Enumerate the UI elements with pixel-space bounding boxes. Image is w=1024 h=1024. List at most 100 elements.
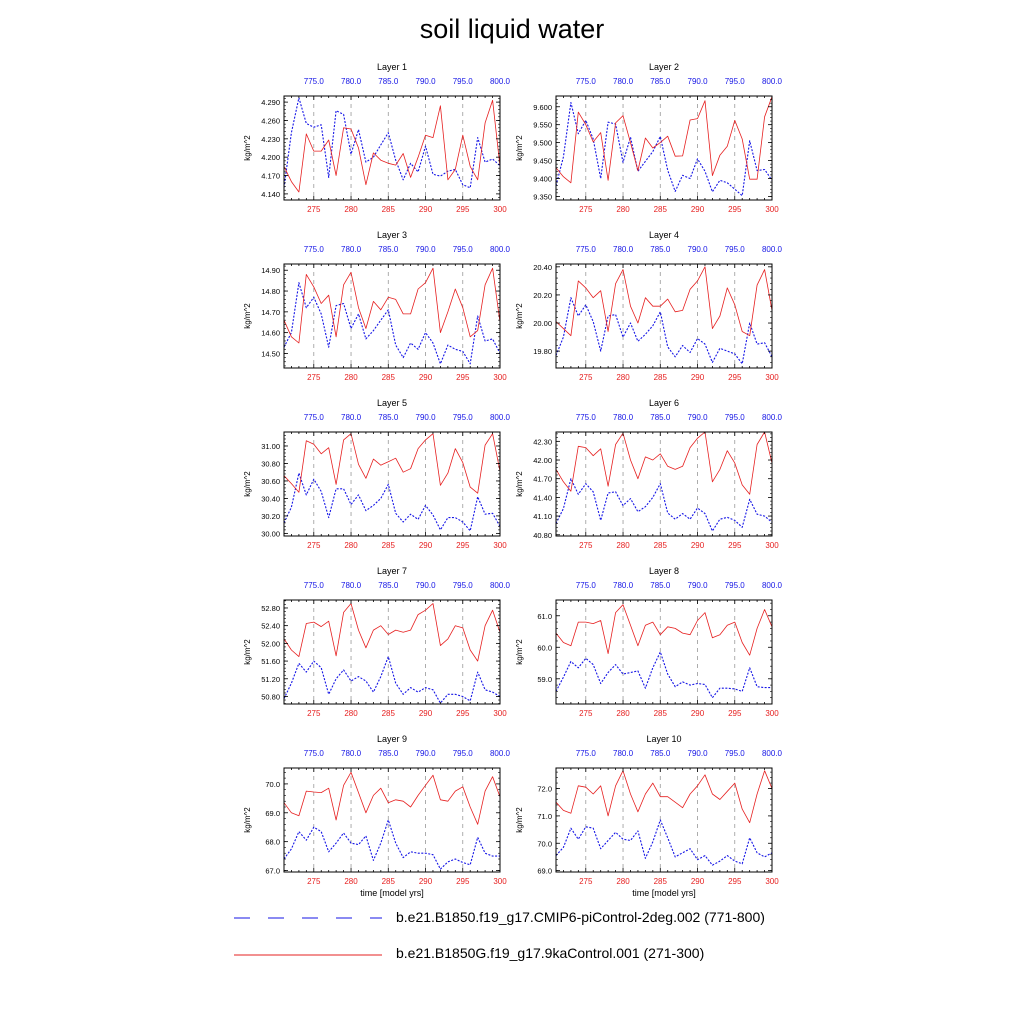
x-tick-label: 290 <box>691 541 705 550</box>
top-tick-label: 785.0 <box>650 245 671 254</box>
panel-title: Layer 4 <box>649 230 679 240</box>
top-tick-label: 795.0 <box>725 749 746 758</box>
top-tick-label: 785.0 <box>378 581 399 590</box>
plot-frame <box>555 263 773 369</box>
x-tick-label: 300 <box>765 877 779 886</box>
y-axis-label: kg/m^2 <box>515 303 524 329</box>
top-tick-label: 775.0 <box>576 413 597 422</box>
panel-title: Layer 3 <box>377 230 407 240</box>
y-tick-label: 72.0 <box>537 785 552 794</box>
top-tick-label: 785.0 <box>650 749 671 758</box>
series-line-9kaControl <box>283 99 501 193</box>
x-tick-label: 300 <box>493 205 507 214</box>
y-tick-label: 14.90 <box>261 266 280 275</box>
x-tick-label: 300 <box>765 373 779 382</box>
y-axis-label: kg/m^2 <box>515 639 524 665</box>
top-tick-label: 785.0 <box>378 413 399 422</box>
series-line-9kaControl <box>283 603 501 662</box>
top-tick-label: 790.0 <box>416 413 437 422</box>
top-tick-label: 775.0 <box>304 413 325 422</box>
y-tick-label: 20.20 <box>533 291 552 300</box>
x-axis-label: time [model yrs] <box>632 888 696 898</box>
top-tick-label: 790.0 <box>688 749 709 758</box>
x-tick-label: 300 <box>765 709 779 718</box>
top-tick-label: 795.0 <box>725 77 746 86</box>
y-tick-label: 40.80 <box>533 531 552 540</box>
x-tick-label: 285 <box>382 541 396 550</box>
x-tick-label: 285 <box>654 373 668 382</box>
y-tick-label: 9.550 <box>533 121 552 130</box>
y-tick-label: 9.500 <box>533 139 552 148</box>
top-tick-label: 775.0 <box>576 749 597 758</box>
y-tick-label: 14.50 <box>261 349 280 358</box>
y-tick-label: 20.40 <box>533 263 552 272</box>
y-tick-label: 67.0 <box>265 867 280 876</box>
panel-10: Layer 10 275 280 285 290 295 300 775.0 780.0 785.… <box>515 734 783 898</box>
y-tick-label: 51.60 <box>261 657 280 666</box>
top-tick-label: 790.0 <box>688 245 709 254</box>
series-line-9kaControl <box>555 604 773 656</box>
top-tick-label: 780.0 <box>341 581 362 590</box>
x-tick-label: 285 <box>382 205 396 214</box>
y-tick-label: 69.0 <box>265 809 280 818</box>
x-tick-label: 295 <box>728 541 742 550</box>
x-tick-label: 275 <box>307 877 321 886</box>
series-line-9kaControl <box>555 431 773 495</box>
x-tick-label: 285 <box>382 877 396 886</box>
y-tick-label: 9.400 <box>533 174 552 183</box>
y-tick-label: 42.30 <box>533 437 552 446</box>
page-title: soil liquid water <box>419 14 605 44</box>
top-tick-label: 800.0 <box>762 77 783 86</box>
series-line-piControl <box>283 656 501 704</box>
y-tick-label: 31.00 <box>261 442 280 451</box>
x-tick-label: 280 <box>616 541 630 550</box>
top-tick-label: 780.0 <box>341 749 362 758</box>
top-tick-label: 795.0 <box>725 581 746 590</box>
series-line-piControl <box>555 297 773 365</box>
top-tick-label: 790.0 <box>416 749 437 758</box>
top-tick-label: 775.0 <box>576 77 597 86</box>
x-tick-label: 300 <box>493 877 507 886</box>
top-tick-label: 775.0 <box>304 245 325 254</box>
y-tick-label: 71.0 <box>537 812 552 821</box>
x-tick-label: 275 <box>307 205 321 214</box>
panel-7: Layer 7 275 280 285 290 295 300 775.0 780.0 785.0… <box>243 566 511 718</box>
y-tick-label: 52.80 <box>261 604 280 613</box>
x-tick-label: 275 <box>307 541 321 550</box>
top-tick-label: 800.0 <box>762 749 783 758</box>
series-line-piControl <box>555 819 773 866</box>
x-tick-label: 300 <box>493 709 507 718</box>
top-tick-label: 790.0 <box>688 77 709 86</box>
x-tick-label: 280 <box>344 373 358 382</box>
x-tick-label: 295 <box>728 709 742 718</box>
x-tick-label: 285 <box>654 541 668 550</box>
panel-title: Layer 1 <box>377 62 407 72</box>
series-line-9kaControl <box>555 770 773 824</box>
top-tick-label: 800.0 <box>762 245 783 254</box>
y-tick-label: 30.40 <box>261 494 280 503</box>
y-tick-label: 19.80 <box>533 347 552 356</box>
y-tick-label: 41.70 <box>533 475 552 484</box>
y-tick-label: 30.20 <box>261 512 280 521</box>
plot-frame <box>555 767 773 873</box>
x-tick-label: 290 <box>419 541 433 550</box>
panel-2: Layer 2 275 280 285 290 295 300 775.0 780.0 785.0… <box>515 62 783 214</box>
legend-label-9kaControl: b.e21.B1850G.f19_g17.9kaControl.001 (271… <box>396 945 705 961</box>
top-tick-label: 795.0 <box>453 77 474 86</box>
plot-frame <box>283 431 501 537</box>
series-line-9kaControl <box>555 96 773 184</box>
plot-frame <box>283 95 501 201</box>
panel-title: Layer 7 <box>377 566 407 576</box>
top-tick-label: 780.0 <box>613 581 634 590</box>
x-tick-label: 280 <box>344 205 358 214</box>
top-tick-label: 795.0 <box>725 245 746 254</box>
x-tick-label: 280 <box>344 877 358 886</box>
x-tick-label: 295 <box>728 373 742 382</box>
top-tick-label: 800.0 <box>762 413 783 422</box>
top-tick-label: 790.0 <box>416 581 437 590</box>
y-tick-label: 60.0 <box>537 643 552 652</box>
x-tick-label: 290 <box>691 373 705 382</box>
y-tick-label: 30.80 <box>261 459 280 468</box>
panel-5: Layer 5 275 280 285 290 295 300 775.0 780.0 785.0… <box>243 398 511 550</box>
x-tick-label: 280 <box>616 373 630 382</box>
